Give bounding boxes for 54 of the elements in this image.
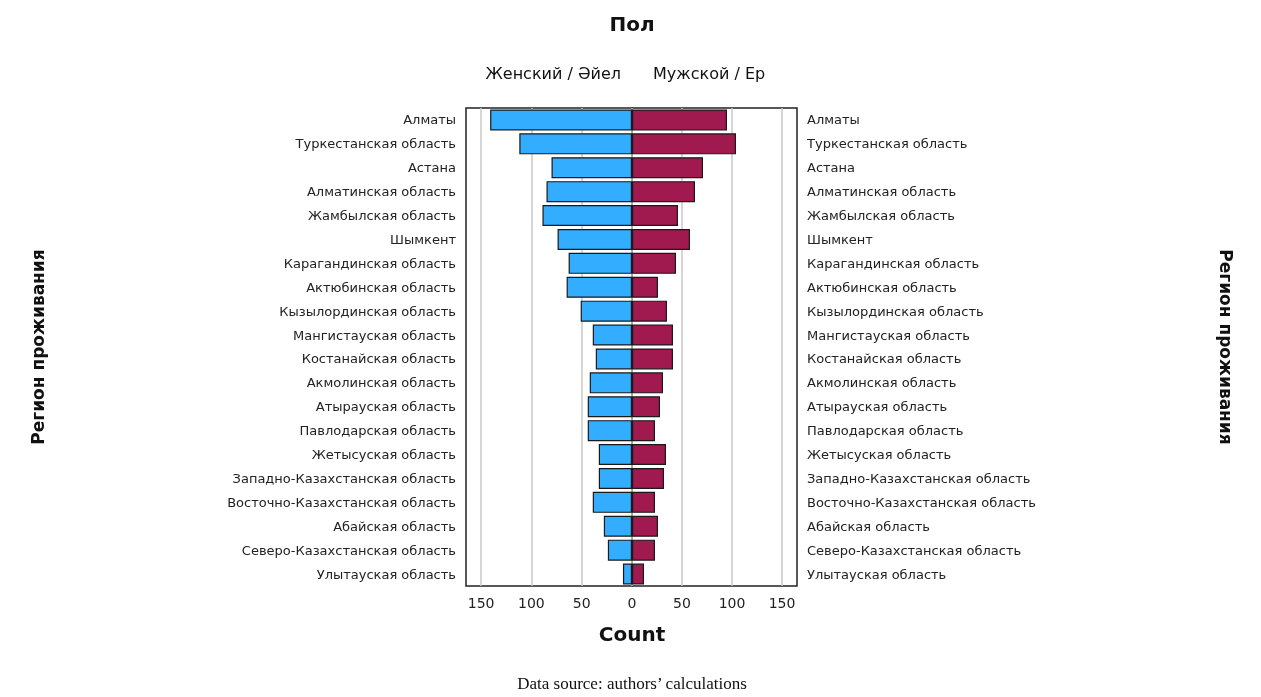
x-tick-label: 100: [518, 595, 545, 611]
y-tick-label: Атырауская область: [315, 399, 456, 415]
y-tick-label: Астана: [807, 160, 856, 176]
y-tick-label: Актюбинская область: [306, 279, 456, 295]
y-tick-label: Алматы: [403, 112, 456, 128]
y-tick-label: Карагандинская область: [807, 255, 980, 271]
y-tick-label: Карагандинская область: [283, 255, 456, 271]
y-tick-label: Абайская область: [333, 518, 456, 534]
y-tick-label: Кызылординская область: [279, 303, 456, 319]
y-tick-label: Абайская область: [807, 518, 930, 534]
y-tick-label: Улытауская область: [316, 566, 456, 582]
y-tick-label: Мангистауская область: [293, 327, 456, 343]
y-tick-label: Жамбылская область: [807, 208, 955, 224]
y-tick-label: Северо-Казахстанская область: [807, 542, 1022, 558]
y-tick-label: Западно-Казахстанская область: [807, 470, 1031, 486]
y-tick-label: Павлодарская область: [807, 423, 964, 439]
y-tick-label: Западно-Казахстанская область: [232, 470, 456, 486]
y-tick-label: Костанайская область: [807, 351, 962, 367]
y-tick-label: Павлодарская область: [299, 423, 456, 439]
y-tick-label: Восточно-Казахстанская область: [807, 494, 1036, 510]
y-tick-label: Туркестанская область: [806, 136, 968, 152]
y-tick-label: Жамбылская область: [308, 208, 456, 224]
x-tick-label: 50: [572, 595, 591, 611]
y-axis-title: Регион проживания: [27, 249, 48, 445]
chart-subtitle: Мужской / Ер: [653, 63, 766, 83]
x-tick-label: 50: [673, 595, 691, 611]
chart-subtitle: Женский / Әйел: [485, 63, 621, 83]
y-tick-label: Шымкент: [390, 231, 457, 247]
source-note: Data source: authors’ calculations: [516, 674, 748, 694]
y-tick-label: Костанайская область: [301, 351, 456, 367]
y-tick-label: Жетысуская область: [311, 447, 456, 463]
chart-title: Пол: [608, 12, 656, 36]
y-tick-label: Туркестанская область: [294, 136, 456, 152]
y-tick-label: Мангистауская область: [807, 327, 970, 343]
y-tick-label: Северо-Казахстанская область: [241, 542, 456, 558]
x-tick-label: 150: [467, 595, 495, 611]
y-tick-label: Актюбинская область: [807, 279, 957, 295]
x-axis-title: Count: [597, 622, 667, 646]
y-tick-label: Улытауская область: [807, 566, 947, 582]
y-tick-label: Жетысуская область: [807, 447, 952, 463]
y-tick-label: Алматинская область: [807, 184, 957, 200]
y-tick-label: Акмолинская область: [306, 375, 456, 391]
y-tick-label: Алматинская область: [306, 184, 456, 200]
x-tick-label: 0: [627, 595, 637, 611]
y-tick-label: Алматы: [807, 112, 860, 128]
y-tick-label: Атырауская область: [807, 399, 948, 415]
y-tick-label: Астана: [407, 160, 456, 176]
y-tick-label: Акмолинская область: [807, 375, 957, 391]
y-tick-label: Восточно-Казахстанская область: [227, 494, 456, 510]
y-tick-label: Кызылординская область: [807, 303, 984, 319]
x-tick-label: 150: [768, 595, 796, 611]
y-tick-label: Шымкент: [807, 231, 874, 247]
y-axis-title: Регион проживания: [1215, 249, 1236, 445]
x-tick-label: 100: [718, 595, 746, 611]
